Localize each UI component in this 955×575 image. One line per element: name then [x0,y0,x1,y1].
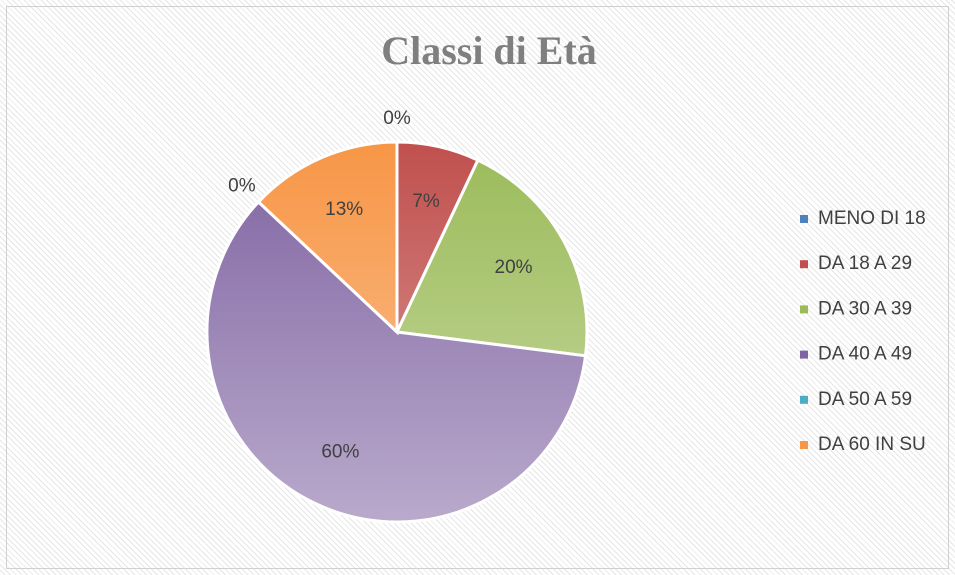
data-label: 60% [321,441,359,462]
chart-border [6,6,949,569]
legend-label: DA 18 A 29 [818,253,912,274]
legend-swatch [800,441,808,449]
pie [205,140,589,524]
chart-title: Classi di Età [381,28,597,73]
legend-label: DA 30 A 39 [818,298,912,319]
legend-label: MENO DI 18 [818,208,926,229]
legend-swatch [800,305,808,314]
legend-label: DA 50 A 59 [818,389,912,410]
data-label: 20% [495,257,533,278]
data-label: 7% [412,191,440,212]
legend-label: DA 40 A 49 [818,344,912,365]
data-label: 13% [325,199,363,220]
legend-label: DA 60 IN SU [818,434,926,455]
data-label: 0% [383,108,411,129]
data-label: 0% [228,175,256,196]
legend-swatch [800,350,808,359]
legend-swatch [800,215,808,223]
legend-swatch [800,260,808,269]
legend-swatch [800,395,808,404]
